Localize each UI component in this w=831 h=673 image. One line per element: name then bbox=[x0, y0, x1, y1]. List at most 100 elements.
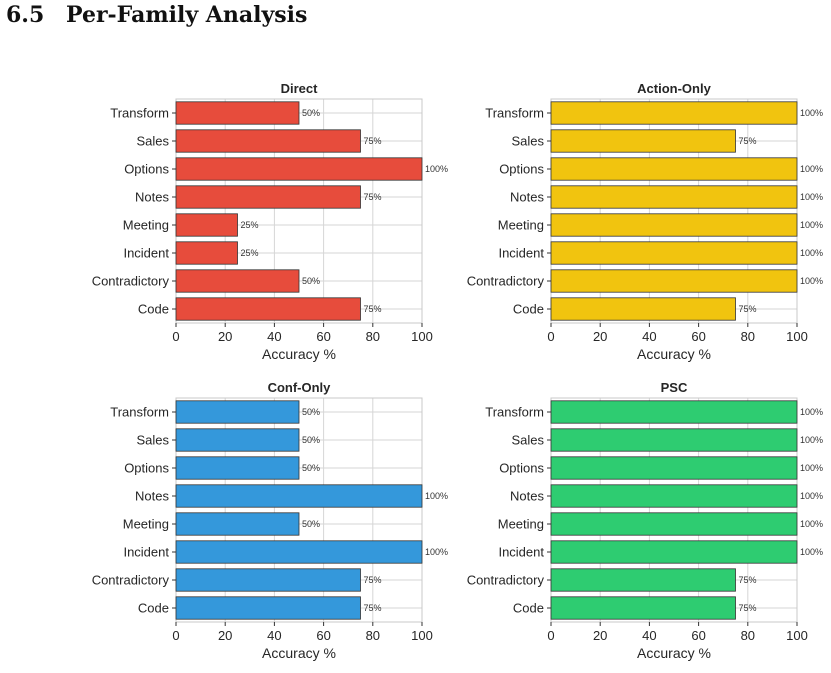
data-label-meeting: 50% bbox=[302, 519, 320, 529]
bar-notes bbox=[175, 484, 423, 508]
data-label-contradictory: 75% bbox=[364, 575, 382, 585]
plot-frame bbox=[550, 397, 798, 623]
data-label-meeting: 25% bbox=[241, 220, 259, 230]
chart-panel-direct: Transform 50% Sales 75% Options 100% Notes 75% M… bbox=[92, 81, 448, 362]
x-tick-label: 40 bbox=[642, 628, 656, 643]
category-label-meeting: Meeting bbox=[498, 517, 544, 532]
bar-options bbox=[175, 157, 423, 181]
data-label-meeting: 100% bbox=[800, 519, 823, 529]
bar-notes bbox=[175, 185, 361, 209]
x-tick-label: 60 bbox=[691, 329, 705, 344]
category-label-incident: Incident bbox=[498, 545, 544, 560]
x-axis-label: Accuracy % bbox=[262, 645, 336, 661]
bar-contradictory bbox=[175, 568, 361, 592]
data-label-incident: 100% bbox=[800, 248, 823, 258]
data-label-transform: 100% bbox=[800, 108, 823, 118]
bar-sales bbox=[175, 129, 361, 153]
bar-code bbox=[550, 596, 736, 620]
data-label-options: 100% bbox=[800, 164, 823, 174]
data-label-options: 100% bbox=[800, 463, 823, 473]
bar-meeting bbox=[175, 512, 300, 536]
category-label-notes: Notes bbox=[135, 190, 169, 205]
category-label-incident: Incident bbox=[123, 246, 169, 261]
bar-incident bbox=[550, 241, 798, 265]
chart-title: Direct bbox=[281, 81, 319, 96]
data-label-transform: 100% bbox=[800, 407, 823, 417]
x-tick-label: 100 bbox=[411, 628, 433, 643]
x-tick-label: 60 bbox=[316, 628, 330, 643]
bar-contradictory bbox=[550, 269, 798, 293]
category-label-sales: Sales bbox=[136, 134, 169, 149]
bar-code bbox=[175, 596, 361, 620]
chart-title: PSC bbox=[661, 380, 688, 395]
category-label-meeting: Meeting bbox=[123, 517, 169, 532]
category-label-transform: Transform bbox=[110, 405, 169, 420]
data-label-code: 75% bbox=[739, 603, 757, 613]
bar-meeting bbox=[550, 213, 798, 237]
x-tick-label: 80 bbox=[366, 628, 380, 643]
x-tick-label: 20 bbox=[593, 628, 607, 643]
bar-incident bbox=[175, 540, 423, 564]
bar-meeting bbox=[175, 213, 238, 237]
bar-sales bbox=[175, 428, 300, 452]
bar-transform bbox=[550, 400, 798, 424]
category-label-contradictory: Contradictory bbox=[92, 274, 170, 289]
category-label-code: Code bbox=[138, 302, 169, 317]
x-tick-label: 80 bbox=[366, 329, 380, 344]
x-tick-label: 0 bbox=[172, 329, 179, 344]
x-tick-label: 60 bbox=[691, 628, 705, 643]
category-label-notes: Notes bbox=[510, 190, 544, 205]
data-label-notes: 100% bbox=[425, 491, 448, 501]
bar-incident bbox=[550, 540, 798, 564]
category-label-code: Code bbox=[513, 302, 544, 317]
x-tick-label: 100 bbox=[786, 329, 808, 344]
x-tick-label: 20 bbox=[593, 329, 607, 344]
data-label-contradictory: 100% bbox=[800, 276, 823, 286]
category-label-meeting: Meeting bbox=[123, 218, 169, 233]
data-label-incident: 100% bbox=[800, 547, 823, 557]
x-tick-label: 60 bbox=[316, 329, 330, 344]
category-label-sales: Sales bbox=[511, 134, 544, 149]
bar-transform bbox=[175, 101, 300, 125]
category-label-options: Options bbox=[124, 461, 169, 476]
category-label-code: Code bbox=[138, 601, 169, 616]
plot-frame bbox=[175, 397, 423, 623]
category-label-contradictory: Contradictory bbox=[467, 573, 545, 588]
category-label-contradictory: Contradictory bbox=[92, 573, 170, 588]
category-label-options: Options bbox=[499, 162, 544, 177]
x-tick-label: 40 bbox=[267, 628, 281, 643]
data-label-incident: 25% bbox=[241, 248, 259, 258]
data-label-sales: 100% bbox=[800, 435, 823, 445]
category-label-notes: Notes bbox=[135, 489, 169, 504]
x-tick-label: 0 bbox=[547, 628, 554, 643]
category-label-sales: Sales bbox=[511, 433, 544, 448]
x-axis-label: Accuracy % bbox=[262, 346, 336, 362]
x-tick-label: 0 bbox=[172, 628, 179, 643]
x-tick-label: 80 bbox=[741, 628, 755, 643]
data-label-contradictory: 75% bbox=[739, 575, 757, 585]
category-label-code: Code bbox=[513, 601, 544, 616]
data-label-contradictory: 50% bbox=[302, 276, 320, 286]
category-label-incident: Incident bbox=[123, 545, 169, 560]
data-label-notes: 75% bbox=[364, 192, 382, 202]
x-tick-label: 20 bbox=[218, 628, 232, 643]
bar-sales bbox=[550, 428, 798, 452]
chart-panel-action-only: Transform 100% Sales 75% Options 100% Notes 100… bbox=[467, 81, 823, 362]
category-label-transform: Transform bbox=[485, 405, 544, 420]
data-label-sales: 75% bbox=[364, 136, 382, 146]
bar-notes bbox=[550, 185, 798, 209]
bar-transform bbox=[175, 400, 300, 424]
data-label-code: 75% bbox=[364, 304, 382, 314]
data-label-options: 50% bbox=[302, 463, 320, 473]
category-label-options: Options bbox=[499, 461, 544, 476]
data-label-code: 75% bbox=[364, 603, 382, 613]
category-label-meeting: Meeting bbox=[498, 218, 544, 233]
data-label-incident: 100% bbox=[425, 547, 448, 557]
chart-title: Action-Only bbox=[637, 81, 711, 96]
section-number: 6.5 bbox=[6, 2, 45, 28]
bar-transform bbox=[550, 101, 798, 125]
x-tick-label: 20 bbox=[218, 329, 232, 344]
chart-panel-psc: Transform 100% Sales 100% Options 100% Notes 10… bbox=[467, 380, 823, 661]
data-label-sales: 75% bbox=[739, 136, 757, 146]
data-label-options: 100% bbox=[425, 164, 448, 174]
